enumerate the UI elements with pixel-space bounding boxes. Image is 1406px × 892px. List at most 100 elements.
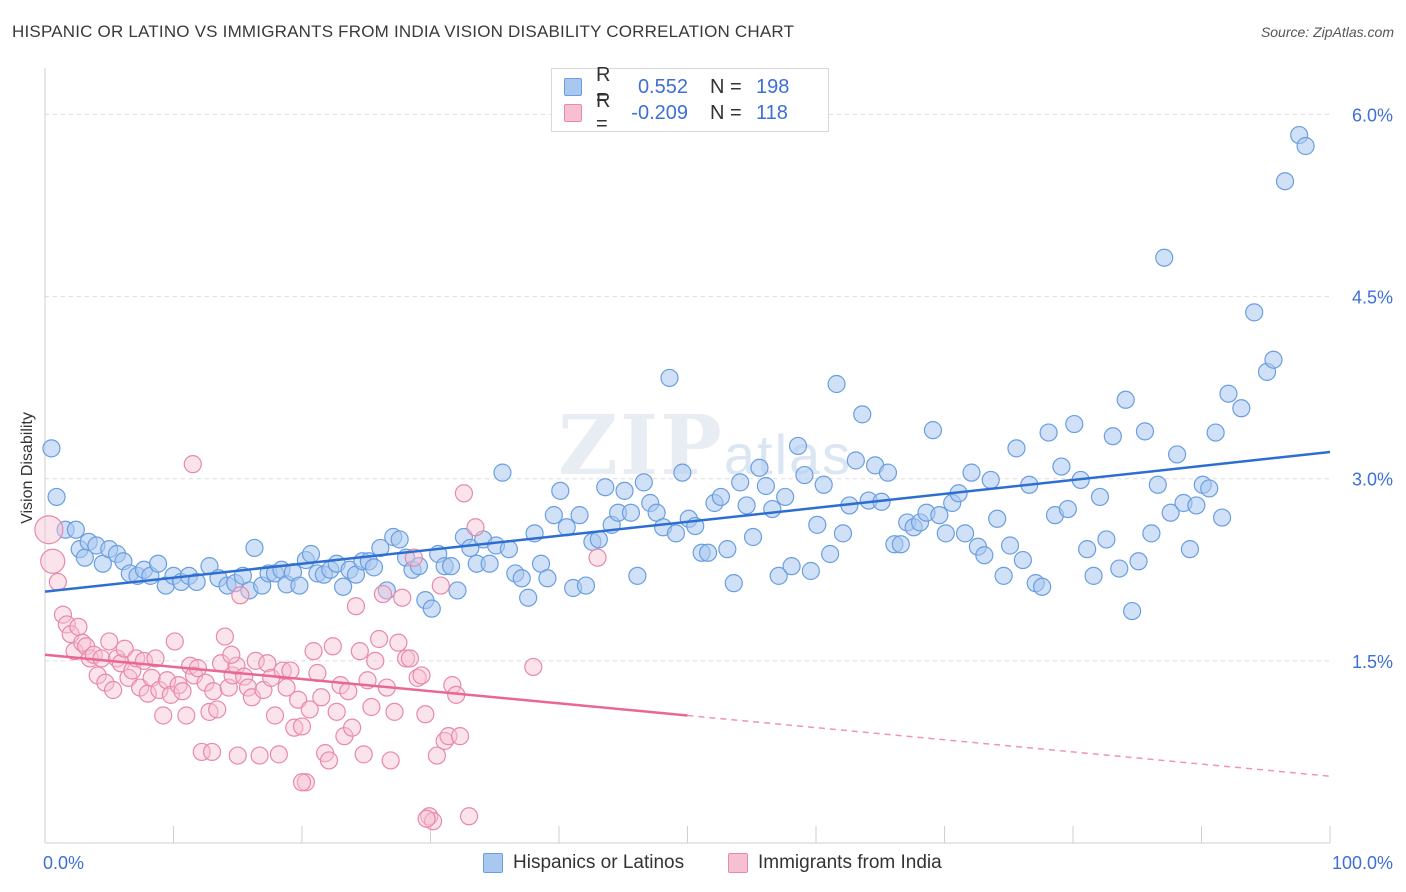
data-point-hispanics xyxy=(955,524,975,543)
data-point-india xyxy=(231,586,250,605)
data-point-india xyxy=(362,697,381,717)
data-point-india xyxy=(343,718,362,737)
data-point-hispanics xyxy=(1275,172,1295,191)
data-point-india xyxy=(69,617,88,636)
data-point-hispanics xyxy=(615,481,634,500)
data-point-india xyxy=(228,746,247,765)
data-point-india xyxy=(304,642,323,661)
trendline-india-extrapolated xyxy=(687,714,1331,777)
axes xyxy=(44,68,1331,844)
legend-n-label: N = xyxy=(710,75,742,98)
data-point-india xyxy=(346,597,366,616)
y-tick-label: 3.0% xyxy=(1352,470,1393,490)
data-point-hispanics xyxy=(576,576,596,595)
data-point-hispanics xyxy=(589,530,608,549)
data-point-india xyxy=(269,745,288,764)
legend-swatch-india xyxy=(728,853,748,873)
data-point-hispanics xyxy=(493,463,512,482)
data-point-india xyxy=(389,633,408,652)
data-point-india xyxy=(202,742,222,762)
x-tick-label: 100.0% xyxy=(1332,853,1393,873)
data-point-india xyxy=(285,718,304,737)
data-point-hispanics xyxy=(1200,479,1219,498)
data-point-india xyxy=(381,751,400,770)
legend-item-india[interactable]: Immigrants from India xyxy=(728,852,942,874)
data-point-hispanics xyxy=(936,524,955,543)
data-point-india xyxy=(373,584,393,604)
data-point-hispanics xyxy=(821,544,840,564)
data-point-india xyxy=(104,680,123,700)
source-credit: Source: ZipAtlas.com xyxy=(1260,24,1394,40)
data-point-india xyxy=(454,484,474,503)
data-point-hispanics xyxy=(301,544,321,564)
data-point-hispanics xyxy=(988,509,1007,528)
data-point-india xyxy=(57,615,76,634)
data-point-india xyxy=(404,548,423,567)
data-point-india xyxy=(192,742,211,762)
correlation-legend: R = 0.552 N = 198 R = -0.209 N = 118 xyxy=(551,64,829,135)
data-point-hispanics xyxy=(1123,601,1142,621)
legend-row-hispanics: R = 0.552 N = 198 xyxy=(564,64,796,109)
data-point-hispanics xyxy=(1058,499,1077,519)
tick-labels: 1.5% 3.0% 4.5% 6.0% 0.0% 100.0% xyxy=(43,105,1393,873)
y-tick-label: 1.5% xyxy=(1352,652,1393,672)
data-point-india xyxy=(393,588,412,607)
data-point-hispanics xyxy=(1084,566,1103,585)
data-point-india xyxy=(173,682,192,701)
series-india-points xyxy=(34,455,607,831)
legend-r-label: R = xyxy=(596,90,611,135)
trend-lines xyxy=(44,450,1331,777)
legend-label-hispanics: Hispanics or Latinos xyxy=(513,852,685,873)
y-tick-label: 4.5% xyxy=(1352,288,1393,308)
data-point-hispanics xyxy=(756,476,775,496)
data-point-hispanics xyxy=(1116,390,1135,409)
data-point-india xyxy=(177,706,196,725)
data-point-india xyxy=(312,688,331,707)
data-point-hispanics xyxy=(724,574,743,593)
data-point-hispanics xyxy=(1078,540,1097,559)
data-point-hispanics xyxy=(448,581,467,600)
data-point-hispanics xyxy=(769,566,788,585)
data-point-india xyxy=(412,666,431,685)
data-point-india xyxy=(319,751,339,770)
data-point-hispanics xyxy=(499,540,518,559)
data-point-hispanics xyxy=(981,470,1000,490)
data-point-india xyxy=(250,746,269,765)
data-point-hispanics xyxy=(846,451,865,470)
data-point-hispanics xyxy=(1103,427,1122,446)
data-point-india xyxy=(40,548,66,574)
data-point-hispanics xyxy=(853,405,872,424)
data-point-hispanics xyxy=(1052,457,1071,476)
data-point-india xyxy=(146,649,165,668)
data-point-hispanics xyxy=(666,524,686,543)
data-point-india xyxy=(246,651,265,670)
data-point-hispanics xyxy=(801,561,820,581)
data-point-india xyxy=(292,717,312,736)
data-point-hispanics xyxy=(1110,559,1129,578)
data-point-hispanics xyxy=(711,487,731,507)
data-point-hispanics xyxy=(148,554,168,573)
data-point-india xyxy=(385,702,404,721)
trendline-hispanics xyxy=(44,450,1331,593)
trendline-india xyxy=(44,653,688,717)
data-point-hispanics xyxy=(1000,536,1020,555)
legend-item-hispanics[interactable]: Hispanics or Latinos xyxy=(483,852,684,874)
data-point-hispanics xyxy=(1264,350,1283,369)
data-point-india xyxy=(277,678,296,697)
data-point-india xyxy=(296,773,315,792)
data-point-hispanics xyxy=(551,481,570,500)
series-hispanics-points xyxy=(42,125,1315,621)
data-point-india xyxy=(157,671,177,690)
data-point-hispanics xyxy=(1065,414,1084,434)
data-point-hispanics xyxy=(1129,552,1148,571)
legend-r-label: R = xyxy=(596,64,611,109)
data-point-hispanics xyxy=(1155,248,1174,267)
data-point-india xyxy=(115,639,134,658)
data-point-hispanics xyxy=(1212,508,1232,527)
data-point-hispanics xyxy=(364,558,384,577)
data-point-india xyxy=(292,773,312,792)
data-point-hispanics xyxy=(1007,439,1026,458)
data-point-hispanics xyxy=(795,465,814,485)
legend-n-label: N = xyxy=(710,101,742,124)
data-point-hispanics xyxy=(923,421,943,440)
